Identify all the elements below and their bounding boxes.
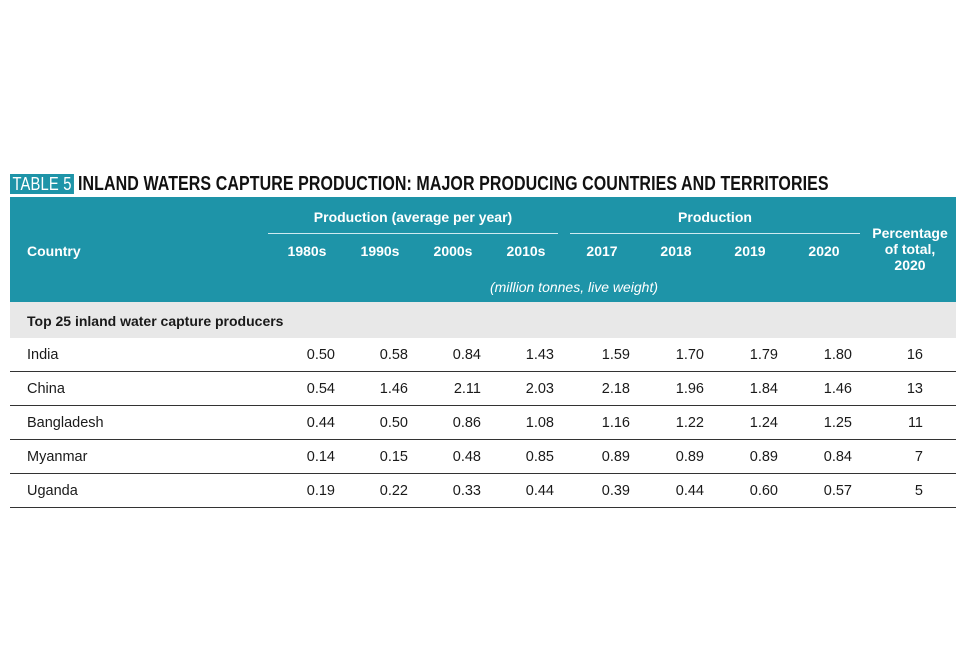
value-cell-2017: 1.59 bbox=[601, 347, 630, 363]
column-header-1980s: 1980s bbox=[287, 243, 327, 259]
value-cell-1980s: 0.19 bbox=[306, 483, 335, 499]
value-cell-1990s: 0.15 bbox=[379, 449, 408, 465]
table-row: Uganda 0.19 0.22 0.33 0.44 0.39 0.44 0.60 0.57 5 bbox=[10, 474, 956, 508]
column-header-2000s: 2000s bbox=[433, 243, 473, 259]
percentage-header-line-3: 2020 bbox=[894, 257, 926, 273]
value-cell-1990s: 1.46 bbox=[379, 381, 408, 397]
value-cell-2000s: 0.33 bbox=[452, 483, 481, 499]
column-header-2017: 2017 bbox=[586, 243, 618, 259]
table-row: Bangladesh 0.44 0.50 0.86 1.08 1.16 1.22 1.24 1.… bbox=[10, 406, 956, 440]
value-cell-2018: 1.70 bbox=[675, 347, 704, 363]
value-cell-2020: 1.46 bbox=[823, 381, 852, 397]
section-label: Top 25 inland water capture producers bbox=[27, 313, 284, 329]
value-cell-2019: 1.24 bbox=[749, 415, 778, 431]
value-cell-2018: 1.22 bbox=[675, 415, 704, 431]
table-row: China 0.54 1.46 2.11 2.03 2.18 1.96 1.84 1.46 13 bbox=[10, 372, 956, 406]
percentage-cell: 7 bbox=[914, 449, 923, 465]
percentage-header-line-2: of total, bbox=[884, 241, 936, 257]
table-title: TABLE 5 INLAND WATERS CAPTURE PRODUCTION… bbox=[10, 172, 966, 196]
value-cell-2010s: 1.08 bbox=[525, 415, 554, 431]
value-cell-1990s: 0.50 bbox=[379, 415, 408, 431]
column-header-2020: 2020 bbox=[808, 243, 840, 259]
value-cell-2010s: 0.85 bbox=[525, 449, 554, 465]
value-cell-2000s: 0.48 bbox=[452, 449, 481, 465]
value-cell-1980s: 0.54 bbox=[306, 381, 335, 397]
average-group-rule bbox=[268, 233, 558, 234]
value-cell-2020: 1.80 bbox=[823, 347, 852, 363]
value-cell-1980s: 0.14 bbox=[306, 449, 335, 465]
table-number-badge: TABLE 5 bbox=[10, 174, 75, 194]
value-cell-2010s: 1.43 bbox=[525, 347, 554, 363]
value-cell-2010s: 0.44 bbox=[525, 483, 554, 499]
value-cell-2017: 0.39 bbox=[601, 483, 630, 499]
column-header-2019: 2019 bbox=[734, 243, 766, 259]
value-cell-2020: 0.84 bbox=[823, 449, 852, 465]
percentage-cell: 13 bbox=[906, 381, 923, 397]
column-header-2010s: 2010s bbox=[506, 243, 546, 259]
value-cell-2010s: 2.03 bbox=[525, 381, 554, 397]
country-cell: Uganda bbox=[27, 483, 78, 499]
value-cell-1990s: 0.58 bbox=[379, 347, 408, 363]
value-cell-2019: 1.79 bbox=[749, 347, 778, 363]
country-cell: China bbox=[27, 381, 65, 397]
value-cell-2018: 0.44 bbox=[675, 483, 704, 499]
value-cell-2019: 0.60 bbox=[749, 483, 778, 499]
value-cell-2019: 1.84 bbox=[749, 381, 778, 397]
value-cell-2017: 1.16 bbox=[601, 415, 630, 431]
unit-note: (million tonnes, live weight) bbox=[489, 279, 659, 295]
value-cell-2018: 1.96 bbox=[675, 381, 704, 397]
country-cell: Bangladesh bbox=[27, 415, 104, 431]
value-cell-1980s: 0.50 bbox=[306, 347, 335, 363]
country-cell: Myanmar bbox=[27, 449, 88, 465]
value-cell-2020: 1.25 bbox=[823, 415, 852, 431]
value-cell-2017: 0.89 bbox=[601, 449, 630, 465]
table-row: Myanmar 0.14 0.15 0.48 0.85 0.89 0.89 0.89 0.84 7 bbox=[10, 440, 956, 474]
value-cell-2017: 2.18 bbox=[601, 381, 630, 397]
percentage-cell: 11 bbox=[907, 415, 923, 431]
column-header-1990s: 1990s bbox=[360, 243, 400, 259]
value-cell-2019: 0.89 bbox=[749, 449, 778, 465]
country-column-header: Country bbox=[27, 243, 81, 259]
value-cell-1990s: 0.22 bbox=[379, 483, 408, 499]
value-cell-2000s: 0.86 bbox=[452, 415, 481, 431]
value-cell-1980s: 0.44 bbox=[306, 415, 335, 431]
percentage-cell: 16 bbox=[906, 347, 923, 363]
value-cell-2020: 0.57 bbox=[823, 483, 852, 499]
table-header: Country Production (average per year) Pr… bbox=[10, 197, 956, 302]
table-title-text: INLAND WATERS CAPTURE PRODUCTION: MAJOR … bbox=[78, 172, 829, 195]
country-cell: India bbox=[27, 347, 59, 363]
table-body: India 0.50 0.58 0.84 1.43 1.59 1.70 1.79 1.80 16 C… bbox=[10, 338, 956, 508]
value-cell-2018: 0.89 bbox=[675, 449, 704, 465]
percentage-cell: 5 bbox=[914, 483, 923, 499]
production-group-rule bbox=[570, 233, 860, 234]
production-group-header: Production bbox=[678, 209, 752, 225]
column-header-2018: 2018 bbox=[660, 243, 692, 259]
section-header-row: Top 25 inland water capture producers bbox=[10, 302, 956, 338]
table-row: India 0.50 0.58 0.84 1.43 1.59 1.70 1.79 1.80 16 bbox=[10, 338, 956, 372]
value-cell-2000s: 0.84 bbox=[452, 347, 481, 363]
percentage-header-line-1: Percentage bbox=[872, 225, 948, 241]
percentage-column-header: Percentage of total, 2020 bbox=[860, 225, 960, 273]
value-cell-2000s: 2.11 bbox=[453, 381, 481, 397]
average-production-group-header: Production (average per year) bbox=[313, 209, 513, 225]
